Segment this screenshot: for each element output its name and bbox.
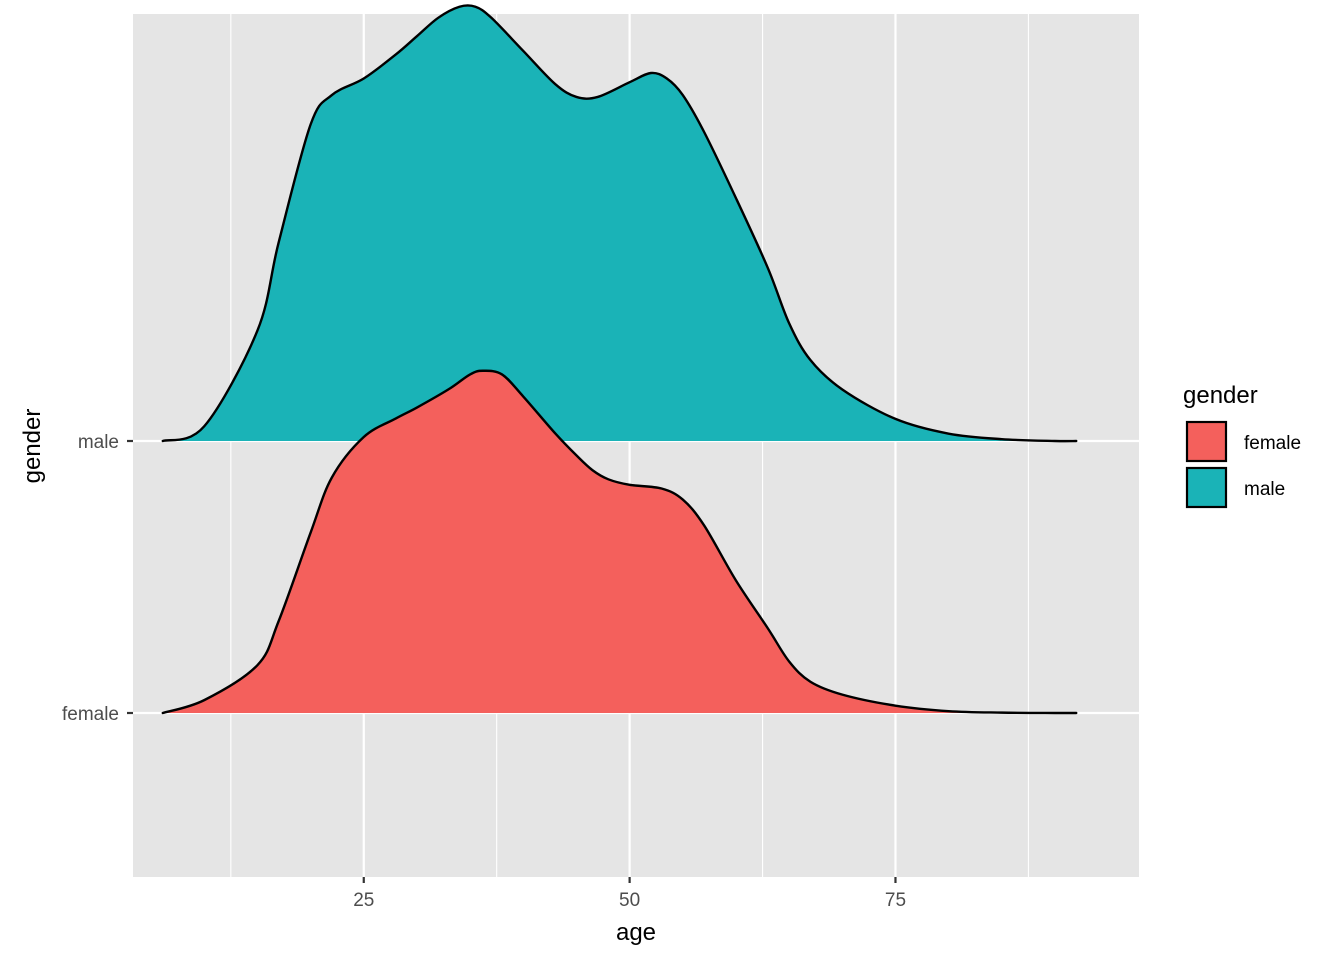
y-axis-title: gender <box>19 409 46 484</box>
ridge-outline-female <box>161 369 1078 715</box>
legend-title: gender <box>1183 382 1258 409</box>
ridge-fill-female <box>162 370 1077 714</box>
legend-label-male: male <box>1244 479 1285 500</box>
legend: gender female male <box>1183 382 1301 509</box>
x-axis-title: age <box>616 919 656 946</box>
y-axis: female male <box>62 432 133 725</box>
legend-label-female: female <box>1244 433 1301 454</box>
ridge-fill-male <box>162 5 1077 442</box>
legend-swatch-male <box>1185 466 1228 509</box>
ridge-male <box>161 4 1078 443</box>
ridge-outline-male <box>161 4 1078 443</box>
density-ridges <box>161 4 1078 715</box>
x-tick-label: 75 <box>885 890 906 911</box>
x-tick-label: 50 <box>619 890 640 911</box>
x-tick-label: 25 <box>353 890 374 911</box>
legend-swatch-female <box>1185 420 1228 463</box>
ridge-female <box>161 369 1078 715</box>
x-axis: 25 50 75 <box>353 877 906 911</box>
y-tick-label-female: female <box>62 704 119 725</box>
y-tick-label-male: male <box>78 432 119 453</box>
